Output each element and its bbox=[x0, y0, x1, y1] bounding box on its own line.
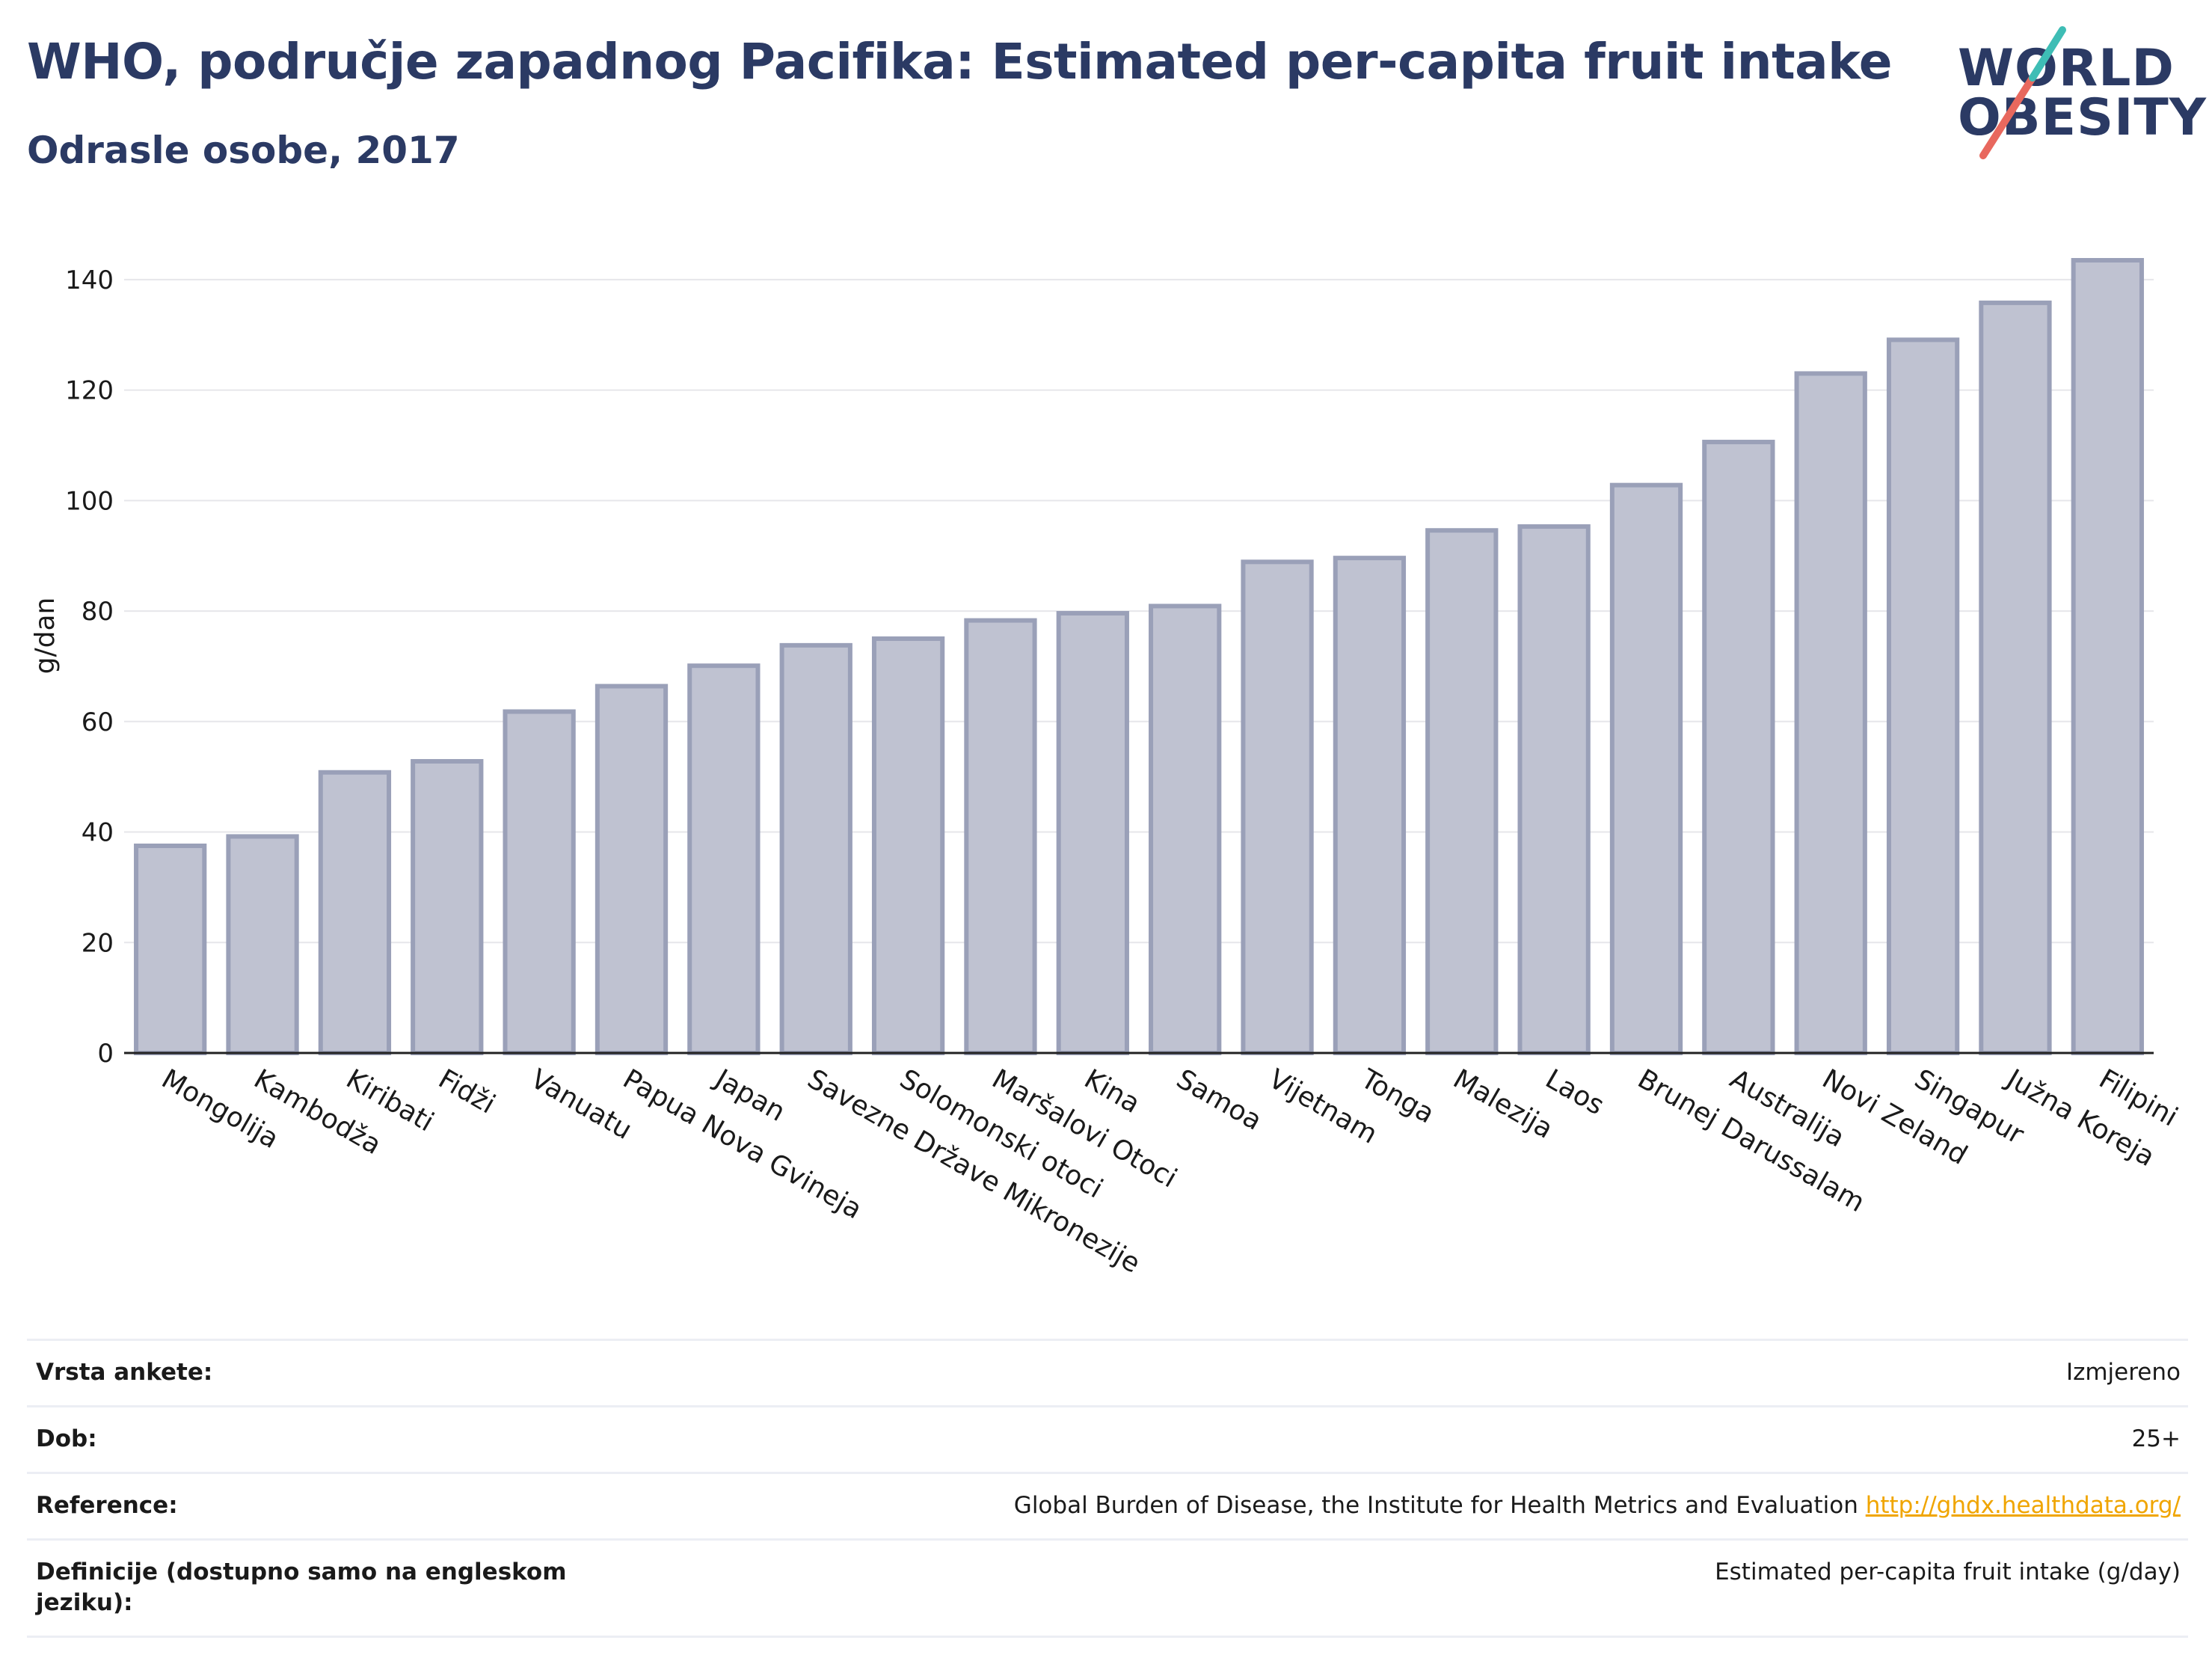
bar[interactable] bbox=[1609, 482, 1683, 1055]
bar[interactable] bbox=[503, 709, 576, 1056]
bar[interactable] bbox=[595, 684, 669, 1055]
bars bbox=[134, 258, 2144, 1056]
meta-label: Vrsta ankete: bbox=[36, 1359, 213, 1386]
logo-slash-icon bbox=[1979, 26, 2066, 159]
bar[interactable] bbox=[1425, 528, 1499, 1055]
bar[interactable] bbox=[964, 618, 1037, 1055]
meta-value: 25+ bbox=[2131, 1425, 2181, 1452]
y-tick-label: 100 bbox=[65, 486, 114, 516]
meta-value: Estimated per-capita fruit intake (g/day… bbox=[1715, 1558, 2181, 1585]
bar[interactable] bbox=[1886, 337, 1960, 1055]
chart-title: WHO, područje zapadnog Pacifika: Estimat… bbox=[27, 33, 1893, 90]
x-tick-label: Laos bbox=[1540, 1063, 1609, 1121]
bar[interactable] bbox=[1241, 559, 1314, 1055]
bar[interactable] bbox=[318, 770, 392, 1055]
y-tick-label: 40 bbox=[82, 818, 114, 848]
x-tick-label: Kina bbox=[1079, 1063, 1145, 1120]
bar[interactable] bbox=[1333, 556, 1407, 1055]
meta-label: Definicije (dostupno samo na engleskom j… bbox=[36, 1558, 567, 1617]
meta-value: Izmjereno bbox=[2065, 1359, 2181, 1386]
bar[interactable] bbox=[1702, 440, 1775, 1055]
bar[interactable] bbox=[2071, 258, 2144, 1056]
y-tick-label: 20 bbox=[82, 928, 114, 958]
y-tick-label: 0 bbox=[97, 1039, 114, 1069]
y-axis-title: g/dan bbox=[30, 598, 61, 675]
bar[interactable] bbox=[687, 663, 761, 1055]
bar[interactable] bbox=[134, 844, 207, 1055]
bar[interactable] bbox=[1056, 611, 1129, 1055]
reference-link[interactable]: http://ghdx.healthdata.org/ bbox=[1865, 1491, 2181, 1519]
world-obesity-logo: WORLD OBESITY bbox=[1944, 18, 2206, 160]
y-tick-label: 60 bbox=[82, 707, 114, 737]
bar[interactable] bbox=[226, 834, 299, 1055]
y-tick-label: 120 bbox=[65, 376, 114, 406]
logo-word-world: WORLD bbox=[1958, 39, 2175, 98]
meta-label: Reference: bbox=[36, 1491, 178, 1519]
bar[interactable] bbox=[1517, 524, 1591, 1055]
y-tick-label: 140 bbox=[65, 265, 114, 295]
meta-row-survey-type: Vrsta ankete: Izmjereno bbox=[27, 1339, 2188, 1407]
x-tick-label: Malezija bbox=[1448, 1063, 1558, 1145]
meta-row-age: Dob: 25+ bbox=[27, 1406, 2188, 1473]
meta-row-reference: Reference: Global Burden of Disease, the… bbox=[27, 1473, 2188, 1539]
x-tick-label: Fidži bbox=[433, 1063, 500, 1120]
bar[interactable] bbox=[1149, 604, 1222, 1055]
meta-value: Global Burden of Disease, the Institute … bbox=[582, 1473, 2188, 1539]
bar[interactable] bbox=[1794, 371, 1867, 1055]
meta-label: Dob: bbox=[36, 1425, 97, 1452]
meta-row-definitions: Definicije (dostupno samo na engleskom j… bbox=[27, 1539, 2188, 1637]
bar[interactable] bbox=[871, 636, 945, 1055]
bar[interactable] bbox=[779, 642, 852, 1055]
x-tick-label: Samoa bbox=[1171, 1063, 1267, 1137]
metadata-table: Vrsta ankete: Izmjereno Dob: 25+ Referen… bbox=[27, 1339, 2188, 1638]
bar[interactable] bbox=[411, 758, 484, 1055]
bar-chart: 020406080100120140MongolijaKambodžaKirib… bbox=[30, 258, 2183, 1280]
bar[interactable] bbox=[1979, 300, 2052, 1055]
x-tick-label: Vanuatu bbox=[526, 1063, 637, 1146]
reference-text: Global Burden of Disease, the Institute … bbox=[1013, 1491, 1858, 1519]
chart-subtitle: Odrasle osobe, 2017 bbox=[27, 129, 460, 172]
y-tick-label: 80 bbox=[82, 597, 114, 627]
